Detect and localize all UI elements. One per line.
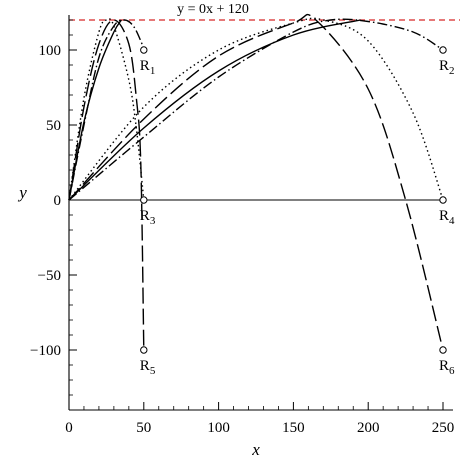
y-tick-label: 100 xyxy=(39,43,62,59)
point-label-letter: R xyxy=(439,358,449,374)
series-line-6 xyxy=(68,19,361,201)
point-marker xyxy=(439,346,447,354)
point-label: R5 xyxy=(140,358,156,377)
point-label-subscript: 1 xyxy=(150,65,156,77)
point-label-letter: R xyxy=(140,58,150,74)
point-marker xyxy=(140,196,148,204)
point-label-subscript: 6 xyxy=(449,365,455,377)
y-tick-label: −100 xyxy=(30,343,61,359)
y-tick-label: 50 xyxy=(46,118,61,134)
reference-line-group: y = 0x + 120 xyxy=(69,2,460,21)
y-tick-label: 0 xyxy=(54,193,62,209)
y-ticks: −100 −50 0 50 100 xyxy=(30,19,77,411)
point-label: R2 xyxy=(439,58,455,77)
series-line-7 xyxy=(68,17,444,201)
point-label-subscript: 4 xyxy=(449,215,455,227)
point-label: R1 xyxy=(140,58,156,77)
y-axis-title: y xyxy=(17,183,27,202)
point-label-letter: R xyxy=(439,208,449,224)
series-line-2 xyxy=(68,19,122,201)
point-marker xyxy=(439,46,447,54)
point-marker xyxy=(140,346,148,354)
point-label: R6 xyxy=(439,358,455,377)
x-axis-title: x xyxy=(251,440,260,459)
series-line-5 xyxy=(68,13,444,351)
point-label-subscript: 5 xyxy=(150,365,156,377)
point-label: R3 xyxy=(140,208,156,227)
point-label-subscript: 2 xyxy=(449,65,455,77)
series-line-4 xyxy=(68,19,145,201)
series-line-8 xyxy=(68,18,444,201)
x-ticks: 0 50 100 150 200 250 xyxy=(65,402,454,436)
x-tick-label: 50 xyxy=(136,420,151,436)
reference-line-label: y = 0x + 120 xyxy=(177,2,249,17)
point-label-subscript: 3 xyxy=(150,215,156,227)
x-tick-label: 150 xyxy=(282,420,305,436)
x-tick-label: 100 xyxy=(207,420,230,436)
point-label-letter: R xyxy=(140,208,150,224)
series-line-1 xyxy=(68,19,145,351)
point-marker xyxy=(439,196,447,204)
point-label-letter: R xyxy=(140,358,150,374)
point-label-letter: R xyxy=(439,58,449,74)
x-tick-label: 250 xyxy=(432,420,455,436)
axes: 0 50 100 150 200 250 −100 −50 0 50 100 xyxy=(30,15,454,436)
series-line-3 xyxy=(68,18,145,201)
x-tick-label: 0 xyxy=(65,420,73,436)
curves xyxy=(68,13,444,351)
point-marker xyxy=(140,46,148,54)
point-label: R4 xyxy=(439,208,455,227)
x-tick-label: 200 xyxy=(357,420,380,436)
y-tick-label: −50 xyxy=(38,268,61,284)
